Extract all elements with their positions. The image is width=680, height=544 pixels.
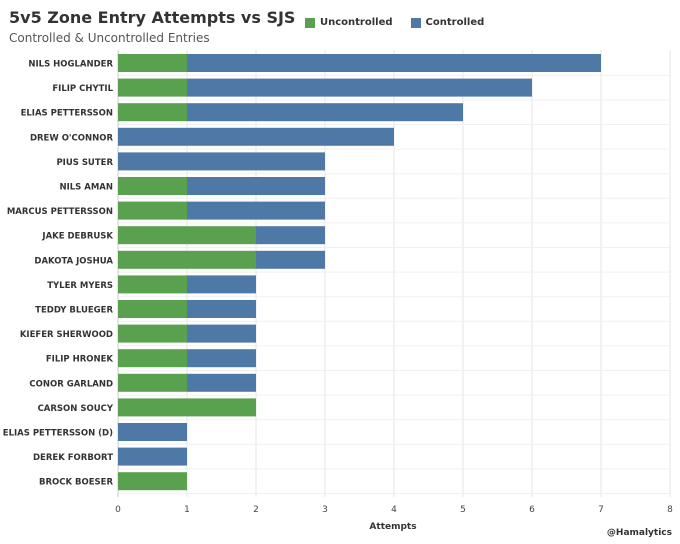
chart-title: 5v5 Zone Entry Attempts vs SJS	[9, 8, 296, 27]
legend-item-controlled: Controlled	[410, 17, 485, 28]
bar-controlled-11	[187, 324, 256, 343]
x-tick-label: 4	[391, 505, 397, 515]
bar-controlled-16	[118, 447, 187, 466]
category-label: TEDDY BLUEGER	[35, 306, 113, 316]
legend-swatch-uncontrolled	[305, 17, 315, 28]
bar-controlled-2	[187, 103, 463, 122]
bar-uncontrolled-12	[118, 349, 187, 368]
bar-uncontrolled-5	[118, 177, 187, 195]
bar-uncontrolled-9	[118, 275, 187, 294]
x-tick-label: 1	[184, 505, 190, 515]
category-label: CONOR GARLAND	[29, 379, 113, 389]
category-label: FILIP HRONEK	[46, 355, 114, 365]
bar-controlled-3	[118, 127, 394, 146]
bar-controlled-6	[187, 201, 325, 220]
category-label: BROCK BOESER	[39, 478, 113, 488]
bar-uncontrolled-7	[118, 226, 256, 245]
x-tick-label: 2	[253, 505, 259, 515]
bar-uncontrolled-8	[118, 250, 256, 269]
legend-label-controlled: Controlled	[425, 17, 485, 28]
bar-uncontrolled-13	[118, 373, 187, 392]
bar-uncontrolled-6	[118, 201, 187, 220]
category-label: DAKOTA JOSHUA	[34, 256, 113, 266]
x-tick-label: 6	[529, 505, 535, 515]
legend-item-uncontrolled: Uncontrolled	[305, 17, 393, 28]
category-label: PIUS SUTER	[56, 158, 113, 168]
bar-controlled-10	[187, 300, 256, 318]
bar-controlled-12	[187, 349, 256, 368]
category-label: NILS AMAN	[59, 183, 113, 193]
bar-controlled-9	[187, 275, 256, 294]
legend: Uncontrolled Controlled	[305, 17, 502, 28]
category-label: JAKE DEBRUSK	[41, 232, 113, 242]
x-axis-label: Attempts	[369, 522, 416, 532]
bar-controlled-5	[187, 177, 325, 195]
category-label: TYLER MYERS	[47, 281, 113, 291]
bar-uncontrolled-11	[118, 324, 187, 343]
bar-uncontrolled-14	[118, 398, 256, 417]
category-label: DREW O'CONNOR	[30, 133, 113, 143]
category-label: ELIAS PETTERSSON	[21, 109, 113, 119]
bar-controlled-1	[187, 78, 532, 97]
x-tick-label: 8	[667, 505, 673, 515]
category-label: FILIP CHYTIL	[52, 84, 113, 94]
credit-text: @Hamalytics	[606, 528, 672, 538]
category-label: MARCUS PETTERSSON	[7, 207, 113, 217]
category-label: CARSON SOUCY	[38, 404, 114, 414]
x-tick-label: 5	[460, 505, 466, 515]
bar-controlled-0	[187, 54, 601, 72]
x-tick-label: 0	[115, 505, 121, 515]
bar-controlled-13	[187, 373, 256, 392]
x-tick-label: 7	[598, 505, 604, 515]
category-label: NILS HOGLANDER	[28, 60, 113, 70]
bar-uncontrolled-2	[118, 103, 187, 122]
bar-uncontrolled-0	[118, 54, 187, 72]
category-label: ELIAS PETTERSSON (D)	[3, 429, 113, 439]
bar-controlled-7	[256, 226, 325, 245]
bar-controlled-4	[118, 152, 325, 171]
chart-subtitle: Controlled & Uncontrolled Entries	[9, 31, 210, 45]
bar-uncontrolled-17	[118, 472, 187, 491]
category-label: DEREK FORBORT	[33, 453, 113, 463]
bar-uncontrolled-10	[118, 300, 187, 318]
bar-uncontrolled-1	[118, 78, 187, 97]
legend-label-uncontrolled: Uncontrolled	[320, 17, 393, 28]
category-label: KIEFER SHERWOOD	[20, 330, 113, 340]
x-tick-label: 3	[322, 505, 328, 515]
bar-controlled-15	[118, 423, 187, 441]
legend-swatch-controlled	[410, 17, 421, 28]
bar-controlled-8	[256, 250, 325, 269]
